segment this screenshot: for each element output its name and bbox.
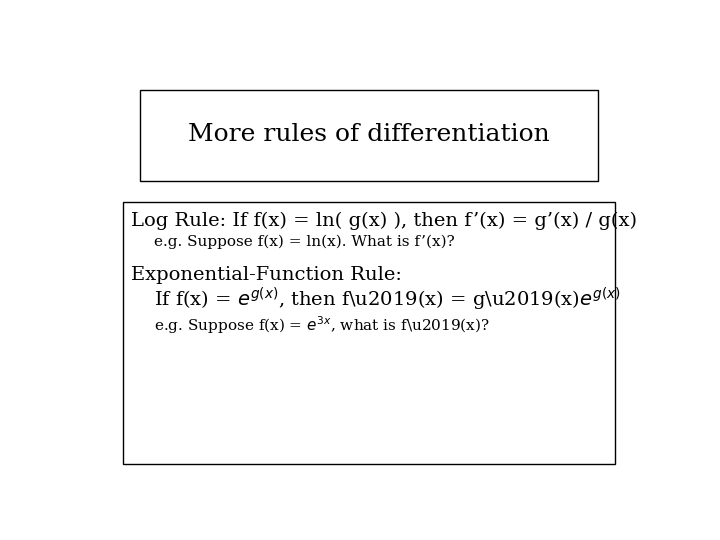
Text: e.g. Suppose f(x) = $e^{3x}$, what is f\u2019(x)?: e.g. Suppose f(x) = $e^{3x}$, what is f\… — [154, 314, 490, 335]
Text: More rules of differentiation: More rules of differentiation — [188, 123, 550, 146]
Text: If f(x) = $e^{g(x)}$, then f\u2019(x) = g\u2019(x)$e^{g(x)}$: If f(x) = $e^{g(x)}$, then f\u2019(x) = … — [154, 286, 621, 313]
Text: Exponential-Function Rule:: Exponential-Function Rule: — [131, 266, 402, 284]
FancyBboxPatch shape — [140, 90, 598, 181]
Text: e.g. Suppose f(x) = ln(x). What is f’(x)?: e.g. Suppose f(x) = ln(x). What is f’(x)… — [154, 234, 455, 249]
Text: Log Rule: If f(x) = ln( g(x) ), then f’(x) = g’(x) / g(x): Log Rule: If f(x) = ln( g(x) ), then f’(… — [131, 212, 637, 230]
FancyBboxPatch shape — [124, 202, 615, 464]
